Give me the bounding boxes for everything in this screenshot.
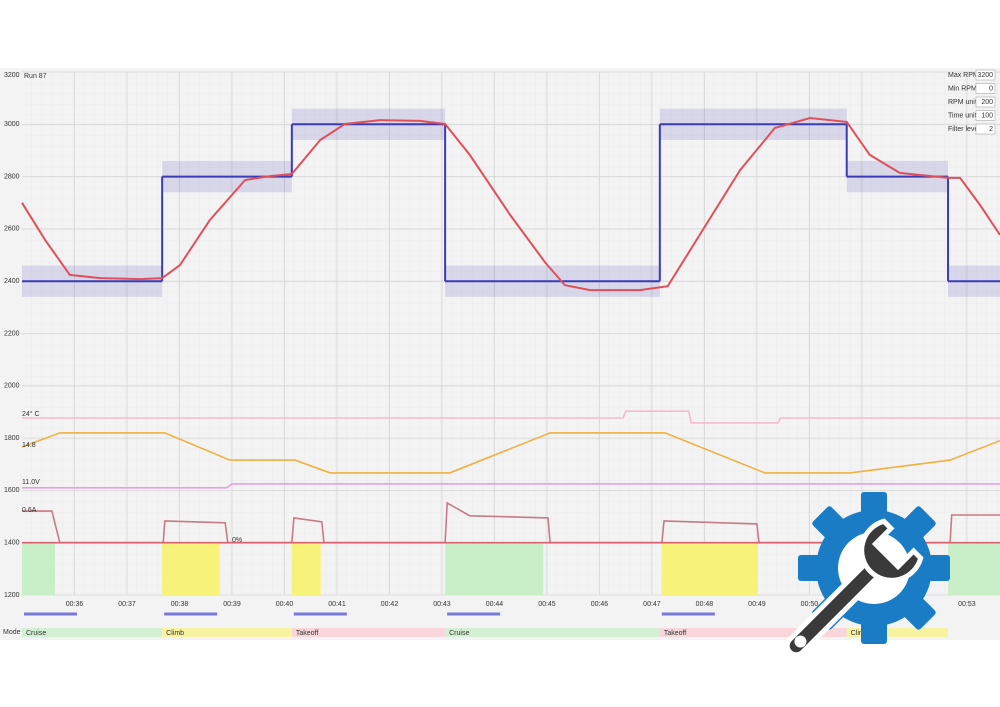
mode-block bbox=[162, 542, 220, 595]
x-tick-label: 00:36 bbox=[66, 601, 84, 608]
mode-name: Climb bbox=[851, 630, 869, 637]
mode-segment bbox=[22, 628, 163, 637]
x-tick-label: 00:49 bbox=[748, 601, 766, 608]
setting-label: Min RPM bbox=[948, 85, 977, 92]
setting-input bbox=[975, 123, 996, 135]
setting-label: Filter level bbox=[948, 126, 980, 133]
mode-segment bbox=[162, 628, 292, 637]
x-tick-label: 00:38 bbox=[171, 601, 189, 608]
setting-value[interactable]: 0 bbox=[989, 85, 993, 92]
annotation: 0% bbox=[232, 537, 242, 544]
annotation: 0.6A bbox=[22, 507, 37, 514]
x-tick-label: 00:39 bbox=[223, 601, 241, 608]
y-tick-label: 2600 bbox=[4, 226, 20, 233]
x-tick-label: 00:45 bbox=[538, 601, 556, 608]
mode-name: Takeoff bbox=[296, 630, 318, 637]
setting-input bbox=[975, 96, 996, 108]
series-line bbox=[22, 483, 1000, 489]
settings-icon bbox=[784, 492, 950, 658]
y-tick-label: 1800 bbox=[4, 435, 20, 442]
x-tick-label: 00:46 bbox=[591, 601, 609, 608]
x-tick-label: 00:40 bbox=[276, 601, 294, 608]
y-tick-label: 3000 bbox=[4, 121, 20, 128]
y-tick-label: 2800 bbox=[4, 173, 20, 180]
mode-name: Climb bbox=[166, 630, 184, 637]
annotation: 14.8 bbox=[22, 442, 36, 449]
x-tick-label: 00:44 bbox=[486, 601, 504, 608]
mode-segment bbox=[445, 628, 660, 637]
x-tick-label: 00:43 bbox=[433, 601, 451, 608]
y-tick-label: 2000 bbox=[4, 383, 20, 390]
y-tick-label: 1200 bbox=[4, 592, 20, 599]
series-line bbox=[21, 116, 1000, 292]
mode-segment bbox=[846, 628, 949, 637]
mode-block bbox=[445, 542, 544, 595]
mode-segment bbox=[659, 628, 847, 637]
y-tick-label: 1400 bbox=[4, 540, 20, 547]
setting-value[interactable]: 2 bbox=[989, 126, 993, 133]
x-tick-label: 00:37 bbox=[118, 601, 136, 608]
annotation: 11.0V bbox=[22, 479, 40, 486]
mode-label: Mode bbox=[3, 629, 21, 636]
setting-value[interactable]: 100 bbox=[981, 112, 993, 119]
setting-input bbox=[975, 110, 996, 121]
mode-segment bbox=[291, 628, 446, 637]
y-tick-label: 2400 bbox=[4, 278, 20, 285]
mode-name: Cruise bbox=[26, 630, 46, 637]
annotation: 24° C bbox=[22, 410, 40, 418]
series-line bbox=[22, 410, 1000, 424]
mode-name: Cruise bbox=[449, 630, 469, 637]
mode-block bbox=[661, 542, 757, 595]
y-tick-label: 3200 bbox=[4, 72, 20, 79]
x-tick-label: 00:50 bbox=[801, 601, 819, 608]
y-tick-label: 2200 bbox=[4, 330, 20, 337]
y-tick-label: 1600 bbox=[4, 487, 20, 494]
setting-input bbox=[975, 69, 996, 81]
mode-block bbox=[291, 542, 321, 595]
mode-block bbox=[22, 542, 56, 595]
setting-value[interactable]: 3200 bbox=[977, 72, 993, 79]
setting-label: Time units bbox=[948, 112, 981, 119]
series-line bbox=[21, 432, 1000, 474]
setting-value[interactable]: 200 bbox=[981, 99, 993, 106]
mode-block bbox=[948, 542, 1000, 595]
x-tick-label: 00:47 bbox=[643, 601, 661, 608]
run-label: Run 87 bbox=[24, 73, 47, 80]
x-tick-label: 00:42 bbox=[381, 601, 399, 608]
x-tick-label: 00:48 bbox=[696, 601, 714, 608]
setting-input bbox=[975, 83, 996, 94]
setting-label: RPM units bbox=[948, 99, 981, 106]
setting-label: Max RPM bbox=[948, 72, 979, 79]
mode-name: Takeoff bbox=[664, 630, 686, 637]
x-tick-label: 00:41 bbox=[328, 601, 346, 608]
x-tick-label: 00:53 bbox=[958, 601, 976, 608]
